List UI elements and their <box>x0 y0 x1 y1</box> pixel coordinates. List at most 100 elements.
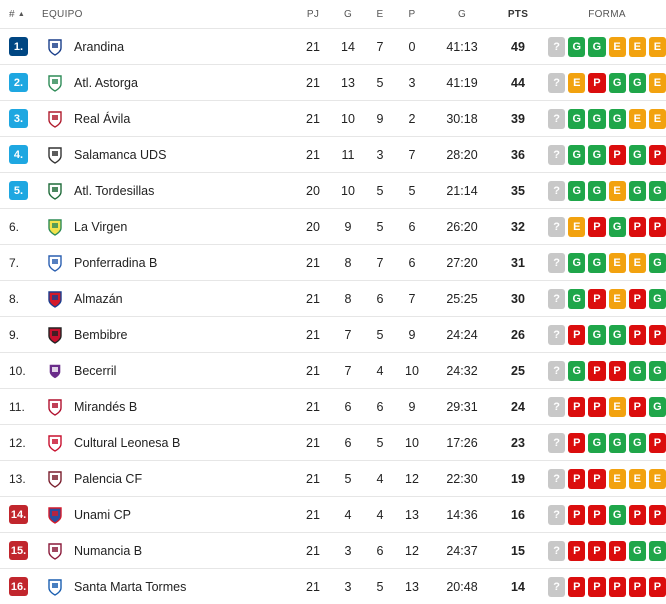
form-badge[interactable]: E <box>608 288 626 309</box>
form-badge[interactable]: G <box>588 252 606 273</box>
team-cell[interactable]: Real Ávila <box>42 110 294 128</box>
table-row[interactable]: 8. Almazán 21 8 6 7 25:25 30 ? G P E P G <box>0 280 666 316</box>
team-name[interactable]: Unami CP <box>74 507 131 522</box>
form-badge[interactable]: E <box>628 468 646 489</box>
form-badge[interactable]: G <box>608 72 626 93</box>
form-badge[interactable]: P <box>568 576 586 597</box>
form-badge[interactable]: P <box>628 288 646 309</box>
form-badge[interactable]: G <box>568 252 586 273</box>
form-badge[interactable]: P <box>588 504 606 525</box>
next-match-badge[interactable]: ? <box>548 540 566 561</box>
table-row[interactable]: 4. Salamanca UDS 21 11 3 7 28:20 36 ? G G P… <box>0 136 666 172</box>
team-cell[interactable]: Mirandés B <box>42 398 294 416</box>
form-badge[interactable]: G <box>608 108 626 129</box>
team-cell[interactable]: Numancia B <box>42 542 294 560</box>
form-badge[interactable]: E <box>608 468 626 489</box>
form-badge[interactable]: P <box>588 288 606 309</box>
form-badge[interactable]: P <box>588 72 606 93</box>
team-name[interactable]: Bembibre <box>74 327 128 342</box>
form-badge[interactable]: G <box>648 540 666 561</box>
header-rank[interactable]: # ▲ <box>0 9 42 20</box>
form-badge[interactable]: G <box>628 144 646 165</box>
table-row[interactable]: 6. La Virgen 20 9 5 6 26:20 32 ? E P G P P <box>0 208 666 244</box>
form-badge[interactable]: E <box>608 396 626 417</box>
next-match-badge[interactable]: ? <box>548 36 566 57</box>
next-match-badge[interactable]: ? <box>548 180 566 201</box>
form-badge[interactable]: P <box>628 504 646 525</box>
form-badge[interactable]: P <box>608 576 626 597</box>
header-e[interactable]: E <box>376 8 384 20</box>
form-badge[interactable]: G <box>568 108 586 129</box>
form-badge[interactable]: P <box>648 576 666 597</box>
form-badge[interactable]: E <box>608 36 626 57</box>
form-badge[interactable]: E <box>568 216 586 237</box>
table-row[interactable]: 2. Atl. Astorga 21 13 5 3 41:19 44 ? E P G G… <box>0 64 666 100</box>
form-badge[interactable]: E <box>648 72 666 93</box>
team-cell[interactable]: Ponferradina B <box>42 254 294 272</box>
next-match-badge[interactable]: ? <box>548 216 566 237</box>
team-cell[interactable]: Cultural Leonesa B <box>42 434 294 452</box>
form-badge[interactable]: P <box>588 360 606 381</box>
team-name[interactable]: Ponferradina B <box>74 255 158 270</box>
form-badge[interactable]: E <box>568 72 586 93</box>
form-badge[interactable]: G <box>568 144 586 165</box>
form-badge[interactable]: G <box>648 180 666 201</box>
form-badge[interactable]: E <box>648 36 666 57</box>
table-row[interactable]: 7. Ponferradina B 21 8 7 6 27:20 31 ? G G E… <box>0 244 666 280</box>
team-cell[interactable]: Santa Marta Tormes <box>42 578 294 596</box>
form-badge[interactable]: G <box>568 360 586 381</box>
next-match-badge[interactable]: ? <box>548 252 566 273</box>
team-cell[interactable]: Unami CP <box>42 506 294 524</box>
form-badge[interactable]: G <box>628 180 646 201</box>
form-badge[interactable]: P <box>628 324 646 345</box>
team-name[interactable]: Atl. Astorga <box>74 75 138 90</box>
next-match-badge[interactable]: ? <box>548 432 566 453</box>
table-row[interactable]: 15. Numancia B 21 3 6 12 24:37 15 ? P P P G G <box>0 532 666 568</box>
form-badge[interactable]: G <box>608 324 626 345</box>
form-badge[interactable]: E <box>608 180 626 201</box>
form-badge[interactable]: E <box>628 252 646 273</box>
team-name[interactable]: Salamanca UDS <box>74 147 167 162</box>
form-badge[interactable]: P <box>588 216 606 237</box>
form-badge[interactable]: G <box>628 72 646 93</box>
team-cell[interactable]: Almazán <box>42 290 294 308</box>
table-row[interactable]: 5. Atl. Tordesillas 20 10 5 5 21:14 35 ?… <box>0 172 666 208</box>
team-name[interactable]: Mirandés B <box>74 399 138 414</box>
form-badge[interactable]: P <box>588 468 606 489</box>
next-match-badge[interactable]: ? <box>548 144 566 165</box>
team-name[interactable]: Arandina <box>74 39 125 54</box>
form-badge[interactable]: P <box>568 540 586 561</box>
form-badge[interactable]: G <box>648 360 666 381</box>
next-match-badge[interactable]: ? <box>548 288 566 309</box>
next-match-badge[interactable]: ? <box>548 576 566 597</box>
team-name[interactable]: Cultural Leonesa B <box>74 435 181 450</box>
team-cell[interactable]: Atl. Astorga <box>42 74 294 92</box>
form-badge[interactable]: P <box>608 144 626 165</box>
form-badge[interactable]: G <box>628 432 646 453</box>
form-badge[interactable]: G <box>608 432 626 453</box>
next-match-badge[interactable]: ? <box>548 108 566 129</box>
form-badge[interactable]: G <box>608 504 626 525</box>
next-match-badge[interactable]: ? <box>548 396 566 417</box>
form-badge[interactable]: P <box>608 360 626 381</box>
form-badge[interactable]: P <box>568 468 586 489</box>
form-badge[interactable]: G <box>648 288 666 309</box>
form-badge[interactable]: P <box>568 504 586 525</box>
next-match-badge[interactable]: ? <box>548 72 566 93</box>
form-badge[interactable]: G <box>568 36 586 57</box>
header-g[interactable]: G <box>343 8 353 20</box>
table-row[interactable]: 1. Arandina 21 14 7 0 41:13 49 ? G G E E E <box>0 28 666 64</box>
form-badge[interactable]: G <box>588 324 606 345</box>
team-cell[interactable]: Arandina <box>42 38 294 56</box>
form-badge[interactable]: E <box>648 108 666 129</box>
form-badge[interactable]: G <box>628 540 646 561</box>
form-badge[interactable]: G <box>648 396 666 417</box>
form-badge[interactable]: G <box>588 432 606 453</box>
form-badge[interactable]: P <box>568 324 586 345</box>
team-name[interactable]: Santa Marta Tormes <box>74 579 187 594</box>
team-name[interactable]: Real Ávila <box>74 111 131 126</box>
form-badge[interactable]: P <box>588 540 606 561</box>
table-row[interactable]: 14. Unami CP 21 4 4 13 14:36 16 ? P P G P P <box>0 496 666 532</box>
form-badge[interactable]: P <box>568 432 586 453</box>
form-badge[interactable]: G <box>628 360 646 381</box>
